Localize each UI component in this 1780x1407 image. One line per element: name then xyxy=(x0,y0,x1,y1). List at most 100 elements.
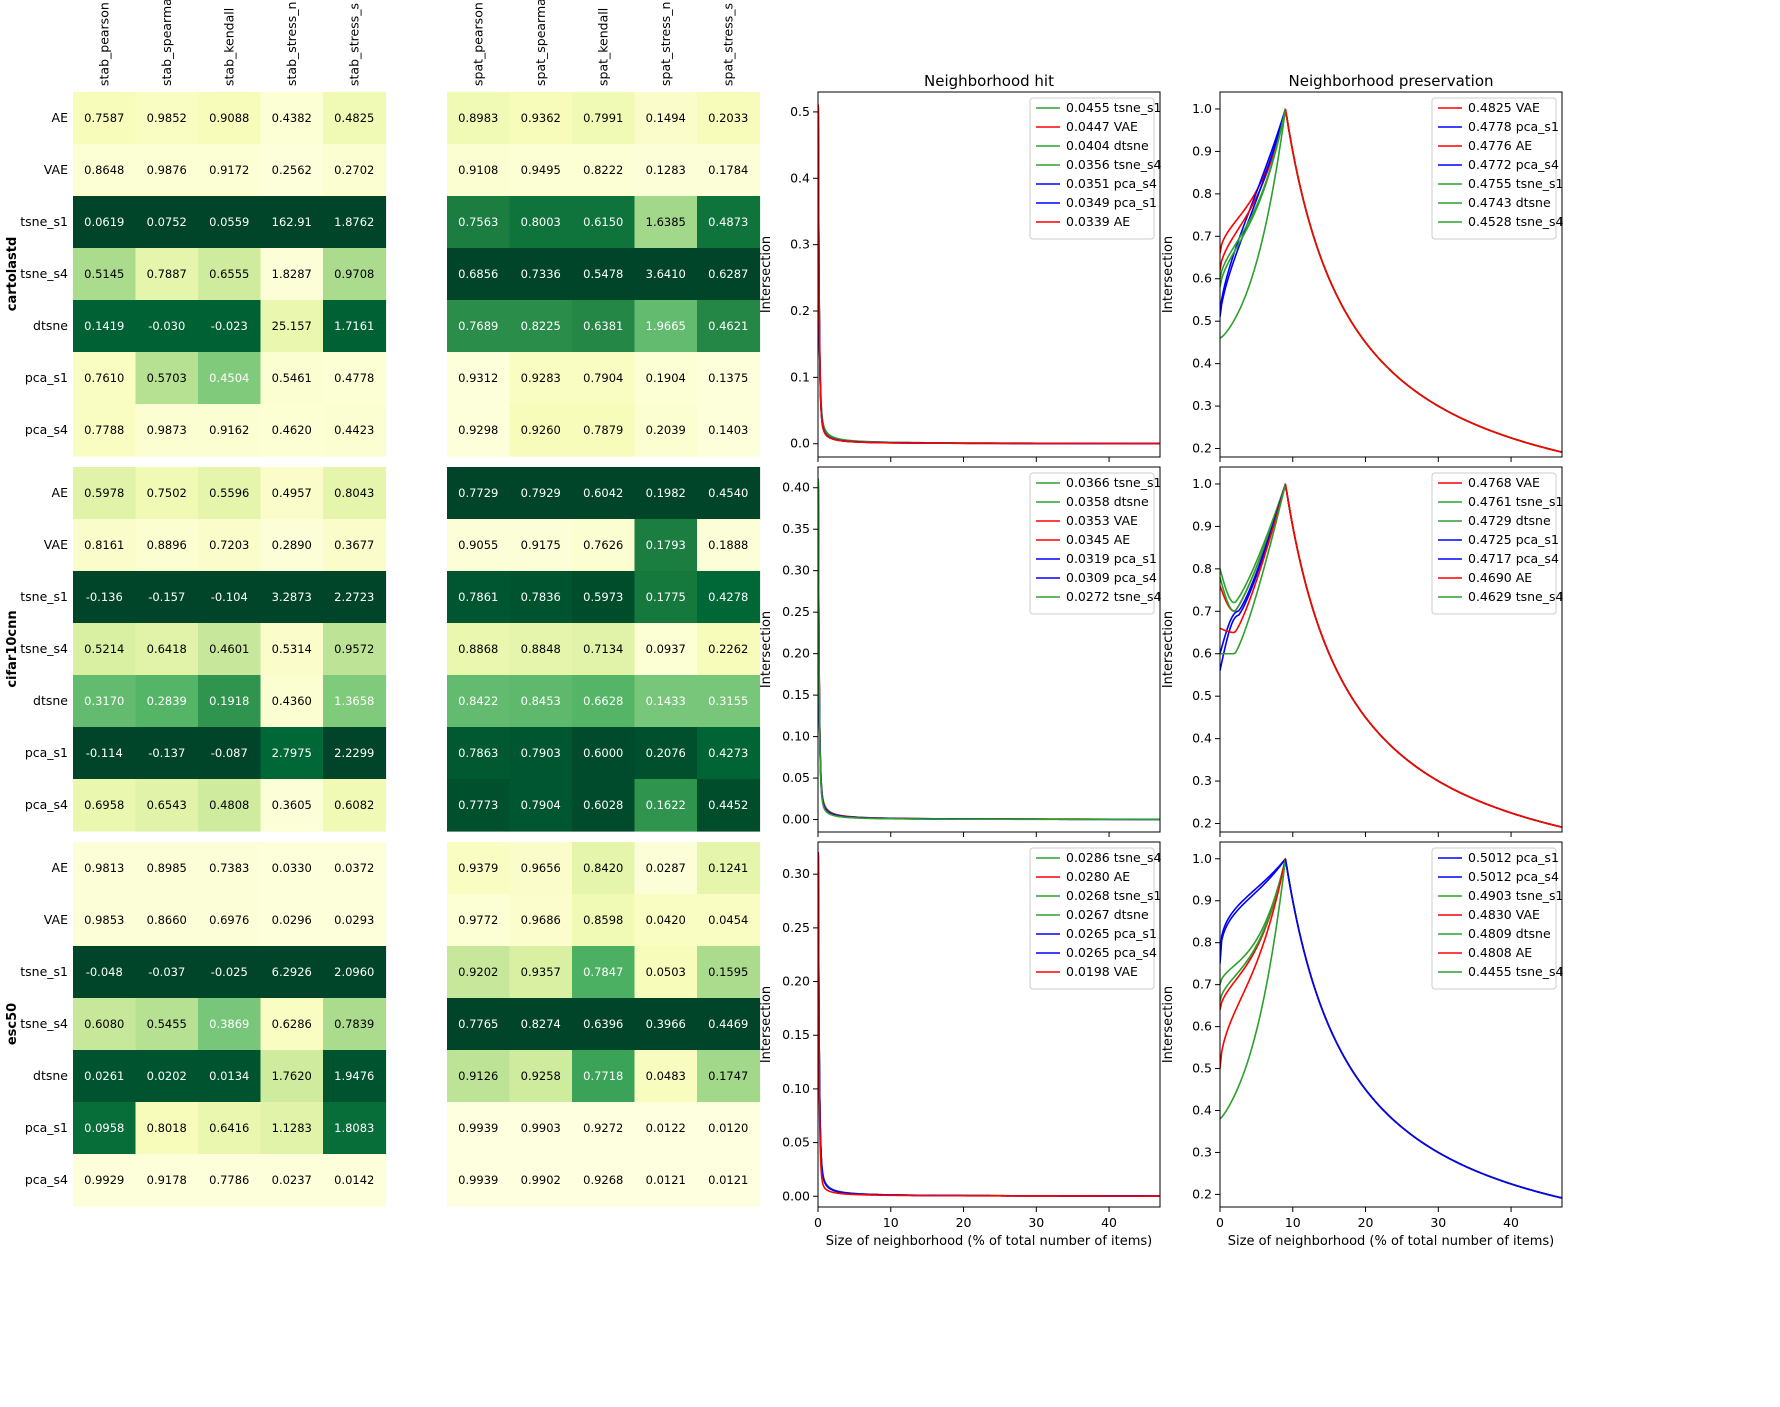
heat-cell-spat-esc50-AE-1 xyxy=(509,842,573,895)
heat-cell-stab-esc50-VAE-4 xyxy=(323,894,387,947)
heat-value-stab-cartolastd-AE-3: 0.4382 xyxy=(272,111,312,125)
heat-value-spat-cifar10cnn-AE-1: 0.7929 xyxy=(521,486,561,500)
heat-cell-stab-cifar10cnn-VAE-3 xyxy=(260,519,324,572)
heat-cell-stab-esc50-tsne_s4-1 xyxy=(135,998,199,1051)
y-tick-label-pres-cartolastd-1: 0.3 xyxy=(1192,398,1212,413)
heat-cell-spat-esc50-AE-4 xyxy=(697,842,761,895)
heat-value-stab-cifar10cnn-pca_s4-4: 0.6082 xyxy=(334,798,374,812)
axes-frame-hit-cifar10cnn xyxy=(817,466,1161,833)
legend-pres-esc50: 0.5012 pca_s1 0.5012 pca_s4 0.4903 tsne_s1… xyxy=(1431,847,1564,990)
dataset-label-cifar10cnn: cifar10cnn xyxy=(5,610,20,687)
heat-cell-spat-cifar10cnn-tsne_s1-0 xyxy=(447,571,511,624)
heat-cell-stab-cifar10cnn-tsne_s4-0 xyxy=(73,623,137,676)
heat-value-stab-cifar10cnn-tsne_s1-0: -0.136 xyxy=(86,590,123,604)
heat-value-stab-cifar10cnn-tsne_s1-1: -0.157 xyxy=(148,590,185,604)
heat-cell-spat-esc50-pca_s1-3 xyxy=(634,1102,698,1155)
heat-value-spat-esc50-pca_s4-4: 0.0121 xyxy=(708,1173,748,1187)
heat-value-stab-cartolastd-pca_s4-2: 0.9162 xyxy=(209,423,249,437)
legend-label-pres-cartolastd-6: 0.4528 tsne_s4 xyxy=(1468,214,1564,229)
heat-value-spat-cartolastd-tsne_s1-3: 1.6385 xyxy=(646,215,686,229)
legend-label-hit-cartolastd-1: 0.0447 VAE xyxy=(1066,119,1138,134)
heat-value-stab-cifar10cnn-tsne_s4-2: 0.4601 xyxy=(209,642,249,656)
heat-cell-stab-cartolastd-pca_s4-2 xyxy=(198,404,262,457)
heat-cell-stab-esc50-pca_s1-0 xyxy=(73,1102,137,1155)
heat-value-stab-cartolastd-tsne_s1-0: 0.0619 xyxy=(84,215,124,229)
heat-cell-stab-esc50-AE-3 xyxy=(260,842,324,895)
heat-value-spat-cartolastd-pca_s1-1: 0.9283 xyxy=(521,371,561,385)
heat-value-spat-esc50-AE-2: 0.8420 xyxy=(583,861,623,875)
heat-value-spat-cifar10cnn-tsne_s1-3: 0.1775 xyxy=(646,590,686,604)
heat-value-spat-cartolastd-VAE-3: 0.1283 xyxy=(646,163,686,177)
heat-value-spat-cartolastd-VAE-0: 0.9108 xyxy=(458,163,498,177)
heat-cell-spat-cifar10cnn-AE-3 xyxy=(634,467,698,520)
heat-value-stab-cifar10cnn-pca_s1-4: 2.2299 xyxy=(334,746,374,760)
series-tail-pres-cartolastd xyxy=(1284,108,1562,453)
heat-value-spat-esc50-pca_s4-1: 0.9902 xyxy=(521,1173,561,1187)
heat-value-spat-esc50-dtsne-0: 0.9126 xyxy=(458,1069,498,1083)
heat-value-spat-esc50-tsne_s1-2: 0.7847 xyxy=(583,965,623,979)
heat-value-stab-esc50-VAE-1: 0.8660 xyxy=(147,913,187,927)
heat-value-spat-esc50-dtsne-1: 0.9258 xyxy=(521,1069,561,1083)
legend-hit-esc50: 0.0286 tsne_s4 0.0280 AE 0.0268 tsne_s1 0.0… xyxy=(1029,847,1162,990)
heat-value-stab-cartolastd-dtsne-4: 1.7161 xyxy=(334,319,374,333)
legend-pres-cifar10cnn: 0.4768 VAE 0.4761 tsne_s1 0.4729 dtsne 0.47… xyxy=(1431,472,1564,615)
heat-value-spat-cifar10cnn-pca_s1-1: 0.7903 xyxy=(521,746,561,760)
heat-value-spat-cifar10cnn-tsne_s1-4: 0.4278 xyxy=(708,590,748,604)
heat-cell-stab-cifar10cnn-pca_s1-1 xyxy=(135,727,199,780)
heat-value-stab-cartolastd-AE-1: 0.9852 xyxy=(147,111,187,125)
heat-value-spat-cartolastd-pca_s1-0: 0.9312 xyxy=(458,371,498,385)
heat-cell-spat-cartolastd-dtsne-1 xyxy=(509,300,573,353)
heat-value-spat-esc50-AE-4: 0.1241 xyxy=(708,861,748,875)
heat-value-spat-cartolastd-dtsne-4: 0.4621 xyxy=(708,319,748,333)
heat-value-spat-esc50-pca_s4-3: 0.0121 xyxy=(646,1173,686,1187)
heat-cell-spat-cifar10cnn-pca_s4-0 xyxy=(447,779,511,832)
row-label-esc50-pca_s1: pca_s1 xyxy=(25,1120,68,1135)
heat-value-stab-cifar10cnn-tsne_s4-0: 0.5214 xyxy=(84,642,124,656)
heat-value-stab-esc50-VAE-2: 0.6976 xyxy=(209,913,249,927)
y-tick-label-hit-cartolastd-5: 0.5 xyxy=(790,104,810,119)
heat-value-spat-cartolastd-pca_s1-3: 0.1904 xyxy=(646,371,686,385)
heat-value-stab-cartolastd-VAE-1: 0.9876 xyxy=(147,163,187,177)
heat-cell-stab-cartolastd-pca_s1-1 xyxy=(135,352,199,405)
legend-label-pres-cifar10cnn-2: 0.4729 dtsne xyxy=(1468,513,1551,528)
heat-cell-stab-esc50-pca_s1-1 xyxy=(135,1102,199,1155)
heat-value-stab-cifar10cnn-AE-0: 0.5978 xyxy=(84,486,124,500)
heat-value-stab-esc50-AE-3: 0.0330 xyxy=(272,861,312,875)
y-tick-label-hit-cifar10cnn-8: 0.40 xyxy=(782,480,810,495)
heat-cell-spat-cifar10cnn-VAE-1 xyxy=(509,519,573,572)
heat-cell-stab-esc50-tsne_s1-0 xyxy=(73,946,137,999)
heat-value-stab-esc50-AE-0: 0.9813 xyxy=(84,861,124,875)
heat-value-stab-cartolastd-dtsne-2: -0.023 xyxy=(211,319,248,333)
row-label-cartolastd-pca_s4: pca_s4 xyxy=(25,422,68,437)
y-tick-label-pres-cartolastd-8: 1.0 xyxy=(1192,101,1212,116)
heat-value-spat-cartolastd-pca_s1-4: 0.1375 xyxy=(708,371,748,385)
axes-frame-pres-esc50 xyxy=(1219,841,1563,1208)
heat-value-stab-esc50-pca_s4-0: 0.9929 xyxy=(84,1173,124,1187)
column-header-stab_pearson: stab_pearson xyxy=(96,2,111,86)
heat-value-spat-cifar10cnn-tsne_s4-2: 0.7134 xyxy=(583,642,623,656)
series-tail-pres-esc50 xyxy=(1284,858,1562,1199)
heat-cell-spat-cifar10cnn-tsne_s1-2 xyxy=(572,571,636,624)
heat-cell-spat-cartolastd-dtsne-0 xyxy=(447,300,511,353)
heat-cell-spat-cartolastd-pca_s1-0 xyxy=(447,352,511,405)
heat-cell-stab-cifar10cnn-tsne_s1-0 xyxy=(73,571,137,624)
row-label-cartolastd-pca_s1: pca_s1 xyxy=(25,370,68,385)
heat-value-stab-cifar10cnn-pca_s4-0: 0.6958 xyxy=(84,798,124,812)
legend-label-pres-cifar10cnn-6: 0.4629 tsne_s4 xyxy=(1468,589,1564,604)
axes-frame-pres-cifar10cnn xyxy=(1219,466,1563,833)
y-tick-label-pres-esc50-8: 1.0 xyxy=(1192,851,1212,866)
column-header-spat_pearson: spat_pearson xyxy=(470,2,485,86)
heat-value-stab-cartolastd-pca_s1-1: 0.5703 xyxy=(147,371,187,385)
heat-value-spat-esc50-AE-1: 0.9656 xyxy=(521,861,561,875)
heat-value-stab-esc50-pca_s1-1: 0.8018 xyxy=(147,1121,187,1135)
heat-value-stab-cifar10cnn-VAE-1: 0.8896 xyxy=(147,538,187,552)
heat-value-stab-cifar10cnn-tsne_s4-3: 0.5314 xyxy=(272,642,312,656)
heat-value-stab-esc50-pca_s4-4: 0.0142 xyxy=(334,1173,374,1187)
heat-cell-spat-cifar10cnn-VAE-2 xyxy=(572,519,636,572)
heat-value-stab-cartolastd-pca_s4-1: 0.9873 xyxy=(147,423,187,437)
heat-cell-stab-cartolastd-pca_s4-0 xyxy=(73,404,137,457)
heat-cell-stab-esc50-pca_s4-4 xyxy=(323,1154,387,1207)
legend-label-pres-esc50-3: 0.4830 VAE xyxy=(1468,907,1540,922)
heat-cell-spat-esc50-pca_s1-2 xyxy=(572,1102,636,1155)
heat-cell-spat-cartolastd-pca_s4-3 xyxy=(634,404,698,457)
